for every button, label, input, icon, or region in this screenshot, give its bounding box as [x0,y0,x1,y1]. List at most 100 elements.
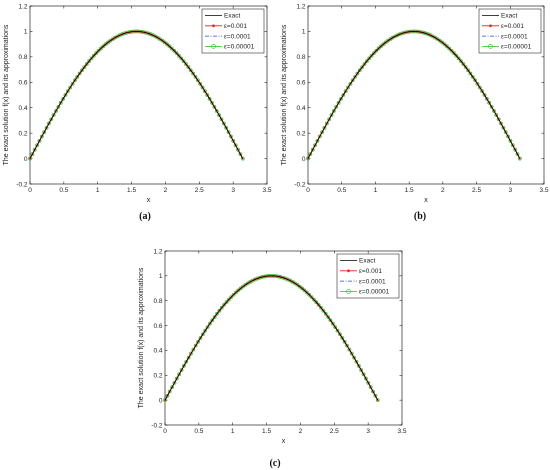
y-tick-label: -0.2 [16,181,28,188]
series-0 [164,275,379,401]
legend-label: ε=0.0001 [501,33,528,40]
data-point [80,68,84,73]
caption-b: (b) [413,211,427,222]
data-point [219,117,224,122]
data-point [480,89,485,94]
data-point [475,81,480,86]
x-axis-label: x [147,197,151,204]
data-point [364,59,369,64]
legend-marker [211,24,216,28]
data-point [219,305,224,310]
x-tick-label: 3.5 [539,187,548,194]
data-point [30,152,35,157]
data-point [236,147,240,152]
data-point [510,143,515,148]
legend-label: ε=0.001 [501,23,524,30]
data-point [189,351,193,356]
data-point [359,368,364,372]
data-point [307,292,312,297]
data-point [77,71,82,76]
data-point [494,113,499,117]
legend-label: ε=0.00001 [501,44,532,51]
data-point [297,284,302,289]
legend-marker [488,44,493,49]
x-tick-label: 2 [164,187,168,194]
data-point [496,117,501,122]
x-tick-label: 2 [441,187,445,194]
data-point [327,117,332,122]
data-point [165,393,170,398]
data-point [233,143,238,148]
legend-label: ε=0.001 [359,268,382,275]
data-point [231,138,236,143]
y-tick-label: 0.8 [153,298,162,305]
data-point [47,121,51,126]
data-point [321,308,326,313]
data-point [250,278,255,283]
data-point [518,157,522,160]
data-point [39,134,44,139]
legend-label: ε=0.00001 [359,289,390,296]
data-point [368,385,373,390]
data-point [340,336,345,340]
data-point [324,121,329,126]
data-point [347,347,352,352]
data-point [200,85,205,90]
data-point [369,53,374,58]
data-point [82,65,87,70]
data-point [308,152,313,157]
legend-label: ε=0.00001 [224,44,255,51]
legend-box [336,253,400,299]
x-tick-label: 2.5 [195,187,204,194]
data-point [364,376,368,381]
y-tick-label: -0.2 [294,181,306,188]
y-tick-label: 0.8 [296,54,305,61]
x-tick-label: 3 [366,428,370,435]
data-point [314,300,319,305]
data-point [379,44,383,49]
data-point [28,157,32,160]
data-point [203,89,207,94]
data-point [304,290,309,295]
data-point [367,56,372,61]
data-point [234,290,238,295]
data-point [186,355,191,360]
data-point [473,78,478,83]
data-point [452,51,456,56]
y-tick-label: 0.4 [296,105,305,112]
data-point [224,300,229,305]
data-point [381,42,386,47]
data-point [466,68,470,73]
legend-label: ε=0.0001 [359,278,386,285]
series-line [164,275,379,401]
y-tick-label: 0.6 [153,323,162,330]
data-point [61,96,65,101]
legend-marker [211,44,216,49]
y-tick-label: 1 [159,273,163,280]
y-tick-label: 0.2 [296,130,305,137]
legend-label: Exact [224,13,240,20]
series-0 [29,31,244,159]
caption-a: (a) [139,211,151,222]
data-point [315,138,320,143]
y-tick-label: 1.2 [296,3,305,10]
data-point [68,85,73,90]
chart-panel-b: 0 0.5 1 1.5 2 2.5 3 3.5-0.200.20.40.60.811.2xTh… [281,3,549,204]
data-point [184,62,188,66]
data-point [44,125,49,130]
legend: Exact ε=0.001 ε=0.0001 ε=0.00001 [201,8,265,54]
x-tick-label: 3 [508,187,512,194]
data-point [484,96,489,101]
data-point [492,109,496,113]
data-point [309,295,314,300]
y-tick-label: 0 [302,156,306,163]
x-tick-label: 0 [306,187,310,194]
data-point [238,286,243,291]
data-point [440,40,445,45]
x-tick-label: 3 [231,187,235,194]
data-point [310,147,315,152]
data-point [172,380,177,385]
x-tick-label: 1.5 [405,187,414,194]
caption-c: (c) [269,458,281,469]
x-tick-label: 0 [163,428,167,435]
